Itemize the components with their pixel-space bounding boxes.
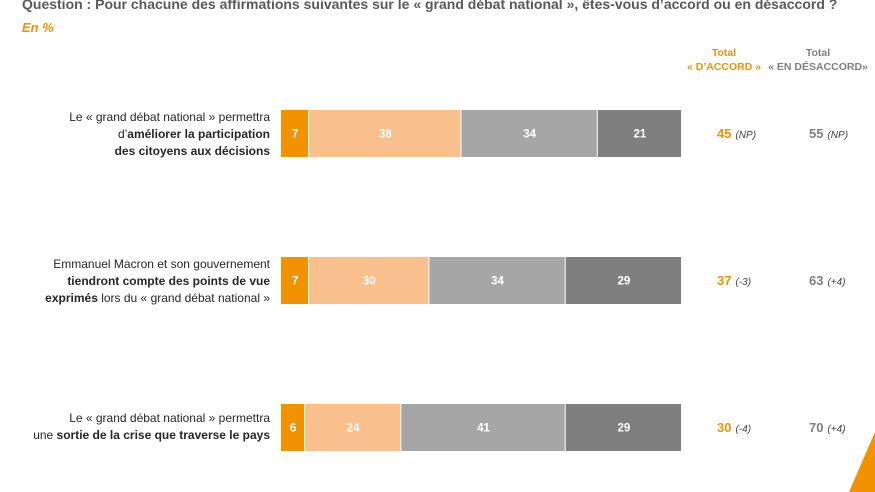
bar-label-row3-seg1: 6	[290, 423, 296, 435]
bar-row2-seg3	[429, 257, 565, 304]
bar-label-row2-seg4: 29	[617, 276, 630, 288]
header-total-desaccord: Total « EN DÉSACCORD»	[758, 46, 875, 74]
bar-label-row3-seg3: 41	[477, 423, 490, 435]
bar-row1-seg2	[309, 110, 461, 157]
unit-label: En %	[22, 20, 54, 35]
question-text: Question : Pour chacune des affirmations…	[22, 0, 838, 12]
total-accord-3: 30 (-4)	[717, 420, 807, 435]
corner-decoration	[849, 432, 875, 492]
total-desaccord-2-variation: (+4)	[827, 277, 846, 288]
bar-row3-seg3	[401, 404, 565, 451]
total-accord-2-variation: (-3)	[735, 277, 752, 288]
total-desaccord-2: 63 (+4)	[809, 273, 875, 288]
bar-row3-seg1	[281, 404, 305, 451]
total-desaccord-3: 70 (+4)	[809, 420, 875, 435]
bar-label-row3-seg4: 29	[617, 423, 630, 435]
total-desaccord-1: 55 (NP)	[809, 126, 875, 141]
total-accord-2: 37 (-3)	[717, 273, 807, 288]
header-accord-line2: « D’ACCORD »	[686, 61, 762, 73]
total-accord-1: 45 (NP)	[717, 126, 807, 141]
bar-label-row1-seg3: 34	[523, 129, 536, 141]
bar-label-row1-seg4: 21	[633, 129, 646, 141]
bar-label-row2-seg3: 34	[491, 276, 504, 288]
bar-row1-seg3	[461, 110, 597, 157]
header-desaccord-line1: Total	[805, 47, 831, 59]
header-desaccord-line2: « EN DÉSACCORD»	[768, 61, 868, 73]
header-total-accord: Total « D’ACCORD »	[664, 46, 784, 74]
bar-row2-seg2	[309, 257, 429, 304]
bar-row3-seg2	[305, 404, 401, 451]
total-desaccord-1-value: 55	[809, 126, 824, 141]
total-desaccord-3-variation: (+4)	[827, 424, 846, 435]
row-label-2: Emmanuel Macron et son gouvernement tiend…	[45, 257, 270, 305]
total-accord-1-variation: (NP)	[735, 130, 757, 141]
total-accord-3-variation: (-4)	[735, 424, 752, 435]
total-desaccord-3-value: 70	[809, 420, 824, 435]
total-accord-2-value: 37	[717, 273, 732, 288]
bar-row1-seg1	[281, 110, 309, 157]
total-accord-3-value: 30	[717, 420, 732, 435]
bar-label-row1-seg1: 7	[292, 129, 298, 141]
row-label-3: Le « grand débat national » permettra une…	[33, 411, 270, 442]
bar-row3-seg4	[565, 404, 681, 451]
total-accord-1-value: 45	[717, 126, 732, 141]
bar-label-row2-seg2: 30	[363, 276, 376, 288]
bar-label-row3-seg2: 24	[347, 423, 360, 435]
total-desaccord-1-variation: (NP)	[827, 130, 849, 141]
bar-row1-seg4	[597, 110, 681, 157]
bar-label-row1-seg2: 38	[379, 129, 392, 141]
bar-row2-seg1	[281, 257, 309, 304]
row-label-1: Le « grand débat national » permettra d’a…	[69, 110, 270, 158]
bar-row2-seg4	[565, 257, 681, 304]
bar-label-row2-seg1: 7	[292, 276, 298, 288]
total-desaccord-2-value: 63	[809, 273, 824, 288]
header-accord-line1: Total	[711, 47, 737, 59]
